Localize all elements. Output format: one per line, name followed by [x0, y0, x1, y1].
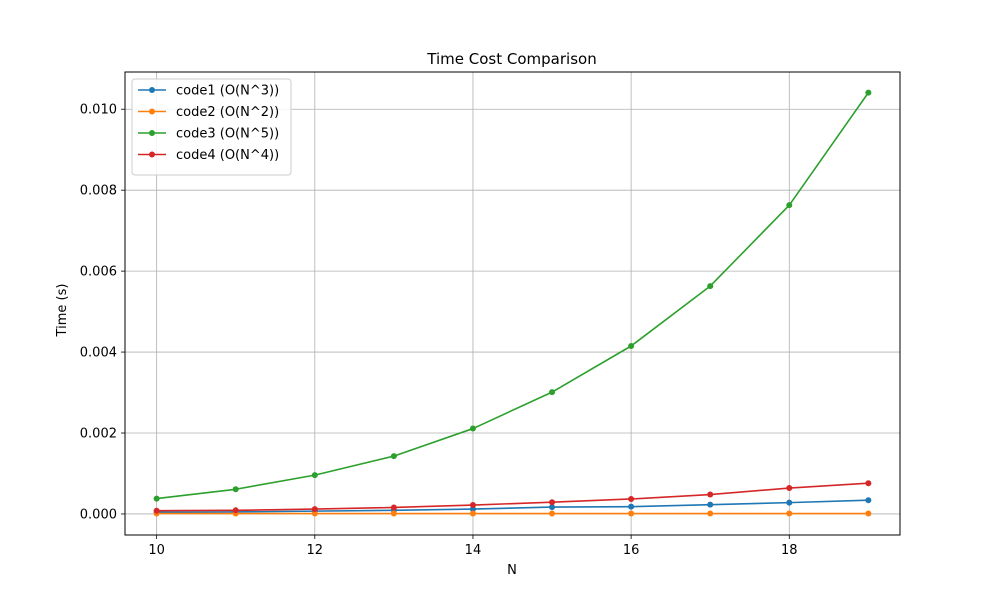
y-tick-label: 0.000 — [80, 507, 117, 522]
data-point — [311, 472, 318, 479]
data-point — [390, 504, 397, 511]
data-point — [707, 510, 714, 517]
series-4 — [153, 480, 872, 514]
data-point — [707, 501, 714, 508]
series-layer — [153, 89, 872, 517]
data-point — [865, 497, 872, 504]
series-line — [156, 482, 869, 512]
y-axis-label: Time (s) — [55, 284, 70, 338]
x-axis-label: N — [507, 563, 517, 578]
data-point — [469, 502, 476, 509]
grid-lines — [125, 72, 900, 535]
y-tick-label: 0.004 — [80, 346, 117, 361]
legend-item: code4 (O(N^4)) — [138, 148, 279, 163]
y-tick-label: 0.008 — [80, 184, 117, 199]
plot-frame — [124, 71, 901, 536]
data-point — [707, 491, 714, 498]
data-point — [628, 342, 635, 349]
legend-item: code1 (O(N^3)) — [138, 84, 279, 99]
data-point — [153, 507, 160, 514]
legend-item: code3 (O(N^5)) — [138, 127, 279, 142]
chart-title: Time Cost Comparison — [426, 50, 596, 68]
data-point — [786, 202, 793, 209]
legend-swatch-marker — [149, 151, 155, 158]
legend: code1 (O(N^3)) code2 (O(N^2)) code3 (O(N^5… — [131, 78, 292, 176]
y-tick-label: 0.006 — [80, 265, 117, 280]
data-point — [549, 389, 556, 396]
legend-label: code1 (O(N^3)) — [176, 84, 279, 99]
data-point — [390, 510, 397, 517]
legend-swatch-marker — [149, 130, 155, 136]
data-point — [549, 510, 556, 517]
data-point — [549, 499, 556, 506]
data-point — [549, 504, 556, 511]
data-point — [232, 486, 239, 493]
x-tick-label: 12 — [307, 543, 324, 558]
data-point — [786, 485, 793, 492]
legend-item: code2 (O(N^2)) — [138, 105, 279, 120]
y-tick-label: 0.002 — [80, 427, 117, 442]
data-point — [469, 510, 476, 517]
legend-swatch-marker — [149, 108, 155, 115]
data-point — [469, 425, 476, 432]
data-point — [786, 510, 793, 517]
legend-label: code3 (O(N^5)) — [176, 127, 279, 142]
x-tick-label: 10 — [148, 543, 165, 558]
axis-ticks: 10 12 14 16 18 0.000 0.002 0.004 0.006 0.008 0.010 — [80, 103, 798, 558]
series-3 — [153, 89, 872, 502]
data-point — [232, 507, 239, 514]
legend-swatch-marker — [149, 87, 155, 93]
data-point — [628, 510, 635, 517]
x-tick-label: 16 — [623, 543, 640, 558]
x-tick-label: 14 — [465, 543, 482, 558]
series-line — [156, 499, 869, 514]
legend-label: code2 (O(N^2)) — [176, 105, 279, 120]
data-point — [628, 495, 635, 502]
data-point — [153, 495, 160, 502]
data-point — [628, 503, 635, 510]
data-point — [865, 510, 872, 517]
data-point — [311, 506, 318, 513]
data-point — [786, 499, 793, 506]
data-point — [865, 480, 872, 487]
legend-label: code4 (O(N^4)) — [176, 148, 279, 163]
x-tick-label: 18 — [781, 543, 798, 558]
series-line — [156, 92, 870, 500]
data-point — [311, 510, 318, 517]
legend-box — [131, 78, 292, 176]
data-point — [390, 453, 397, 460]
data-point — [707, 283, 714, 290]
y-tick-label: 0.010 — [80, 103, 117, 118]
data-point — [865, 89, 872, 96]
